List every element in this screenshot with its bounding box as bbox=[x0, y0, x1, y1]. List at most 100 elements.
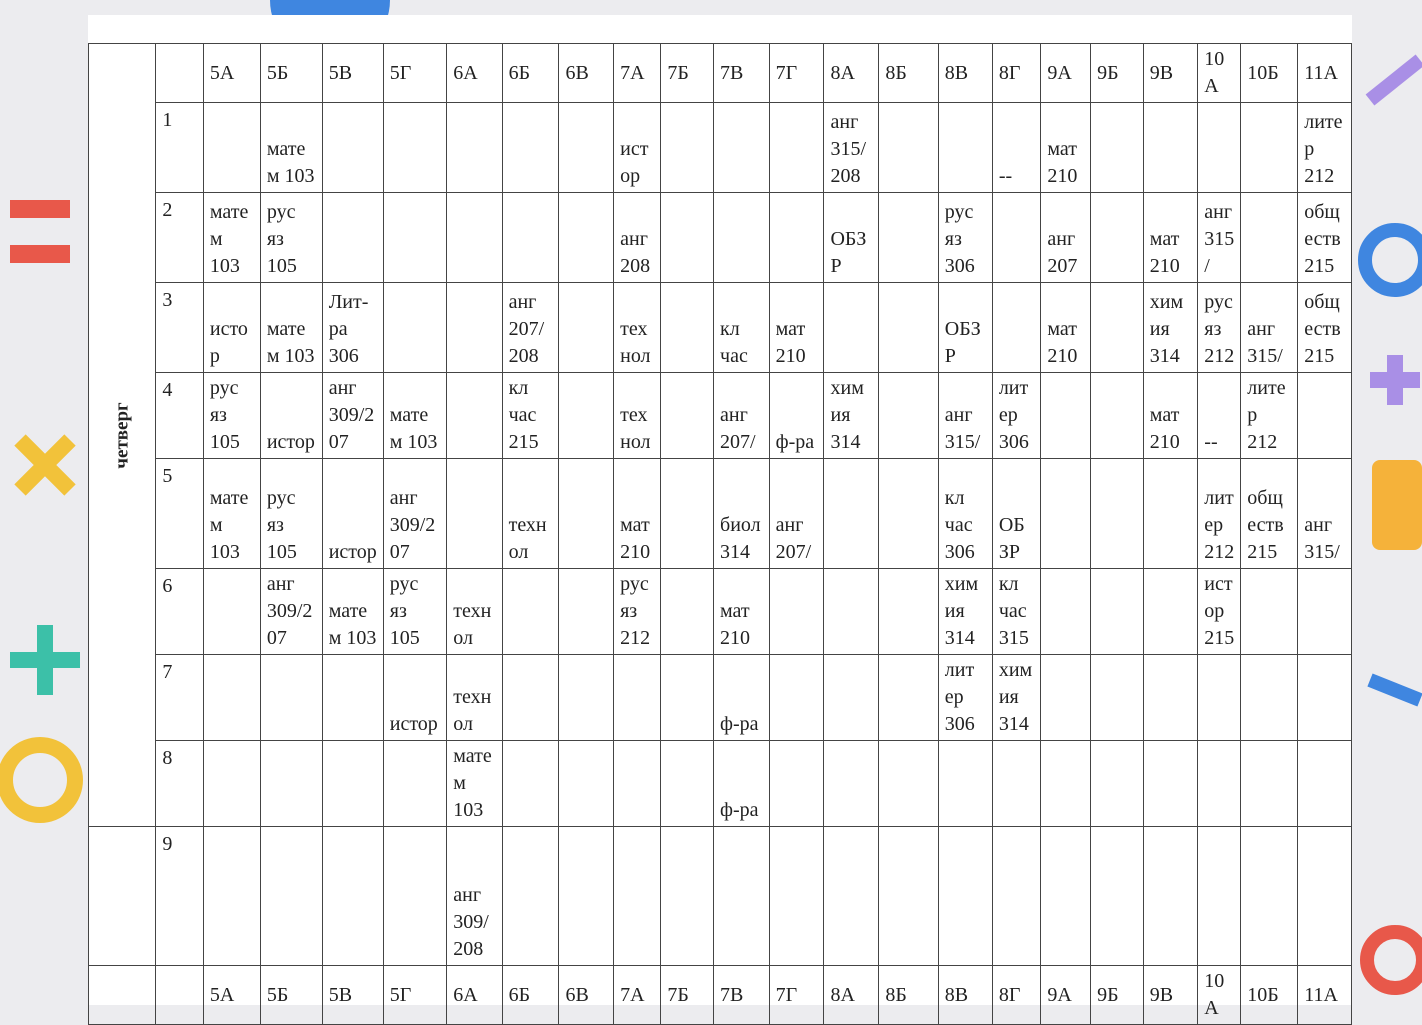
empty-cell bbox=[1297, 740, 1352, 827]
lesson-cell: мат 210 bbox=[613, 458, 662, 569]
empty-cell bbox=[878, 102, 939, 193]
lesson-cell: Лит- ра 306 bbox=[321, 282, 384, 373]
column-header: 10 А bbox=[1197, 965, 1242, 1025]
column-header: 7В bbox=[713, 965, 770, 1025]
lesson-cell: анг 207 bbox=[1040, 192, 1092, 283]
empty-cell bbox=[382, 192, 448, 283]
lesson-number: 2 bbox=[155, 192, 204, 283]
lesson-cell: анг 309/2 07 bbox=[321, 372, 384, 459]
empty-cell bbox=[1040, 740, 1092, 827]
empty-cell bbox=[382, 282, 448, 373]
column-header: 8А bbox=[823, 965, 880, 1025]
empty-cell bbox=[1240, 192, 1299, 283]
empty-cell bbox=[501, 102, 560, 193]
lesson-cell: мат 210 bbox=[1040, 102, 1092, 193]
lesson-cell: лит ер 306 bbox=[991, 372, 1042, 459]
empty-cell bbox=[1142, 568, 1199, 655]
column-header: 9А bbox=[1040, 43, 1092, 103]
empty-cell bbox=[202, 654, 261, 741]
lesson-cell: лите р 212 bbox=[1240, 372, 1299, 459]
lesson-cell: анг 309/ 208 bbox=[446, 826, 503, 966]
lesson-cell: -- bbox=[1197, 372, 1242, 459]
schedule-sheet: четверг 5А 5Б 5В 5Г 6А 6Б 6В 7А 7Б 7В 7Г 8А 8Б 8В 8Г 9А 9… bbox=[87, 15, 1352, 1025]
empty-cell bbox=[558, 458, 615, 569]
lesson-cell: ф-ра bbox=[713, 654, 770, 741]
column-header: 6Б bbox=[501, 965, 560, 1025]
empty-cell bbox=[382, 826, 448, 966]
lesson-number: 3 bbox=[155, 282, 204, 373]
column-header: 5Б bbox=[259, 43, 323, 103]
column-header: 11А bbox=[1297, 43, 1352, 103]
lesson-cell: ист ор bbox=[613, 102, 662, 193]
empty-cell bbox=[878, 192, 939, 283]
empty-cell bbox=[558, 740, 615, 827]
empty-cell bbox=[501, 654, 560, 741]
lesson-cell: мат 210 bbox=[1040, 282, 1092, 373]
empty-cell bbox=[1240, 826, 1299, 966]
column-header: 8В bbox=[937, 965, 993, 1025]
lesson-cell: кл час 306 bbox=[937, 458, 993, 569]
day-cell: четверг bbox=[87, 43, 157, 827]
empty-cell bbox=[446, 282, 503, 373]
lesson-cell: мате м 103 bbox=[202, 192, 261, 283]
empty-cell bbox=[823, 568, 880, 655]
lesson-row: 8 мате м 103 ф-ра bbox=[89, 740, 1352, 827]
empty-cell bbox=[878, 654, 939, 741]
column-header: 6В bbox=[558, 43, 615, 103]
lesson-row: 4 рус яз 105 истор анг 309/2 07 мате м 103 кл… bbox=[89, 372, 1352, 459]
empty-cell bbox=[878, 372, 939, 459]
lesson-cell: тех нол bbox=[613, 372, 662, 459]
empty-cell bbox=[878, 826, 939, 966]
empty-cell bbox=[1040, 372, 1092, 459]
lesson-number: 4 bbox=[155, 372, 204, 459]
empty-cell bbox=[1090, 568, 1144, 655]
schedule-table: четверг 5А 5Б 5В 5Г 6А 6Б 6В 7А 7Б 7В 7Г 8А 8Б 8В 8Г 9А 9… bbox=[87, 43, 1352, 1025]
empty-cell bbox=[259, 826, 323, 966]
empty-cell bbox=[1142, 654, 1199, 741]
lesson-row: 3 исто р мате м 103 Лит- ра 306 анг 207/ 208… bbox=[89, 282, 1352, 373]
empty-cell bbox=[660, 568, 715, 655]
empty-cell bbox=[321, 102, 384, 193]
empty-cell bbox=[823, 740, 880, 827]
empty-cell bbox=[1197, 826, 1242, 966]
empty-cell bbox=[501, 826, 560, 966]
empty-cell bbox=[1090, 654, 1144, 741]
empty-cell bbox=[878, 568, 939, 655]
empty-cell bbox=[87, 965, 157, 1025]
empty-cell bbox=[501, 568, 560, 655]
column-header: 8Б bbox=[878, 965, 939, 1025]
lesson-cell: истор bbox=[321, 458, 384, 569]
column-header: 8А bbox=[823, 43, 880, 103]
lesson-cell: ф-ра bbox=[713, 740, 770, 827]
empty-cell bbox=[501, 740, 560, 827]
empty-cell bbox=[768, 654, 825, 741]
lesson-cell: исто р bbox=[202, 282, 261, 373]
empty-cell bbox=[446, 458, 503, 569]
empty-cell bbox=[446, 192, 503, 283]
empty-cell bbox=[660, 654, 715, 741]
lesson-cell: рус яз 105 bbox=[382, 568, 448, 655]
lesson-cell: анг 207/ 208 bbox=[501, 282, 560, 373]
empty-cell bbox=[202, 102, 261, 193]
column-header: 8В bbox=[937, 43, 993, 103]
lesson-row: 2 мате м 103 рус яз 105 анг 208 ОБЗ Р рус яз … bbox=[89, 192, 1352, 283]
empty-cell bbox=[558, 654, 615, 741]
lesson-cell: ОБЗ Р bbox=[823, 192, 880, 283]
lesson-cell: анг 315/ bbox=[1297, 458, 1352, 569]
header-row: четверг 5А 5Б 5В 5Г 6А 6Б 6В 7А 7Б 7В 7Г 8А 8Б 8В 8Г 9А 9… bbox=[87, 43, 1352, 827]
empty-cell bbox=[259, 654, 323, 741]
column-header: 6А bbox=[446, 43, 503, 103]
empty-cell bbox=[660, 458, 715, 569]
empty-cell bbox=[558, 282, 615, 373]
lesson-cell: мате м 103 bbox=[446, 740, 503, 827]
lesson-cell: истор bbox=[259, 372, 323, 459]
empty-cell bbox=[446, 102, 503, 193]
lesson-cell: рус яз 212 bbox=[613, 568, 662, 655]
empty-cell bbox=[1090, 740, 1144, 827]
lesson-number: 9 bbox=[155, 826, 204, 966]
empty-cell bbox=[713, 192, 770, 283]
column-header: 9А bbox=[1040, 965, 1092, 1025]
empty-cell bbox=[321, 826, 384, 966]
lesson-cell: рус яз 105 bbox=[259, 458, 323, 569]
empty-cell bbox=[558, 102, 615, 193]
